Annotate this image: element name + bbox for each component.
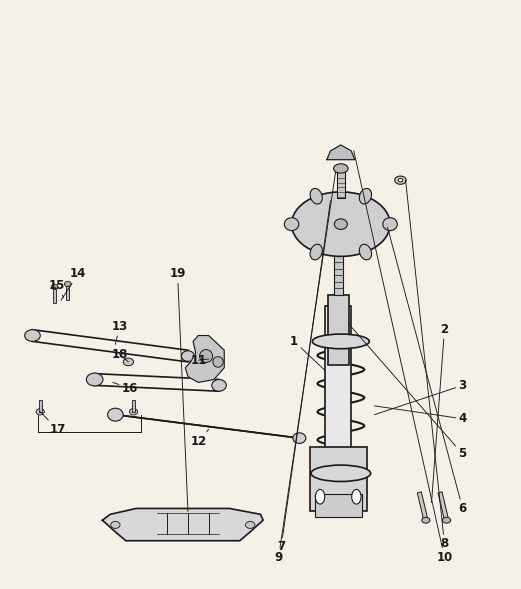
Text: 12: 12 bbox=[190, 429, 209, 448]
Text: 5: 5 bbox=[349, 324, 467, 461]
Ellipse shape bbox=[359, 188, 371, 204]
Text: 7: 7 bbox=[277, 201, 330, 553]
Ellipse shape bbox=[245, 521, 255, 528]
Text: 1: 1 bbox=[290, 335, 325, 370]
Ellipse shape bbox=[421, 517, 430, 523]
Ellipse shape bbox=[284, 218, 299, 231]
Ellipse shape bbox=[359, 244, 371, 260]
Bar bbox=[132, 400, 135, 412]
Ellipse shape bbox=[212, 379, 226, 391]
Ellipse shape bbox=[311, 465, 370, 481]
Ellipse shape bbox=[108, 408, 123, 421]
Ellipse shape bbox=[334, 219, 348, 230]
Text: 13: 13 bbox=[111, 320, 128, 345]
Ellipse shape bbox=[24, 330, 40, 342]
Bar bbox=[337, 171, 345, 198]
Bar bbox=[39, 400, 42, 412]
Ellipse shape bbox=[65, 282, 71, 287]
Ellipse shape bbox=[86, 373, 103, 386]
Polygon shape bbox=[327, 145, 355, 160]
Ellipse shape bbox=[442, 517, 451, 523]
Bar bbox=[417, 492, 428, 520]
Text: 9: 9 bbox=[275, 171, 336, 564]
Ellipse shape bbox=[200, 350, 213, 362]
Ellipse shape bbox=[333, 164, 348, 173]
Text: 19: 19 bbox=[169, 267, 188, 511]
Bar bbox=[438, 492, 449, 520]
Text: 15: 15 bbox=[49, 279, 66, 297]
Text: 14: 14 bbox=[61, 267, 86, 300]
Text: 6: 6 bbox=[388, 227, 467, 515]
Ellipse shape bbox=[310, 188, 322, 204]
Ellipse shape bbox=[52, 284, 58, 290]
Text: 17: 17 bbox=[40, 412, 66, 436]
Bar bbox=[66, 284, 69, 300]
Ellipse shape bbox=[123, 358, 133, 366]
Ellipse shape bbox=[310, 244, 322, 260]
Text: 11: 11 bbox=[190, 353, 209, 367]
Polygon shape bbox=[292, 192, 390, 256]
Polygon shape bbox=[103, 508, 263, 541]
Text: 10: 10 bbox=[354, 151, 453, 564]
Bar bbox=[328, 294, 349, 365]
Ellipse shape bbox=[181, 351, 194, 361]
Ellipse shape bbox=[36, 409, 44, 415]
Bar bbox=[325, 306, 351, 459]
Ellipse shape bbox=[395, 176, 406, 184]
Text: 3: 3 bbox=[375, 379, 467, 415]
Ellipse shape bbox=[111, 521, 120, 528]
Text: 16: 16 bbox=[113, 382, 138, 395]
Bar bbox=[333, 253, 343, 294]
Ellipse shape bbox=[352, 489, 361, 504]
Polygon shape bbox=[185, 336, 224, 382]
Ellipse shape bbox=[213, 357, 223, 367]
Bar bbox=[315, 494, 362, 517]
Ellipse shape bbox=[129, 409, 138, 415]
Ellipse shape bbox=[293, 433, 306, 444]
Ellipse shape bbox=[315, 489, 325, 504]
Ellipse shape bbox=[312, 334, 369, 349]
Text: 4: 4 bbox=[375, 406, 467, 425]
Text: 8: 8 bbox=[406, 180, 449, 550]
Ellipse shape bbox=[383, 218, 398, 231]
Bar bbox=[53, 287, 56, 303]
Text: 2: 2 bbox=[431, 323, 449, 502]
Ellipse shape bbox=[398, 178, 403, 182]
Text: 18: 18 bbox=[111, 348, 128, 362]
Bar bbox=[309, 447, 367, 511]
